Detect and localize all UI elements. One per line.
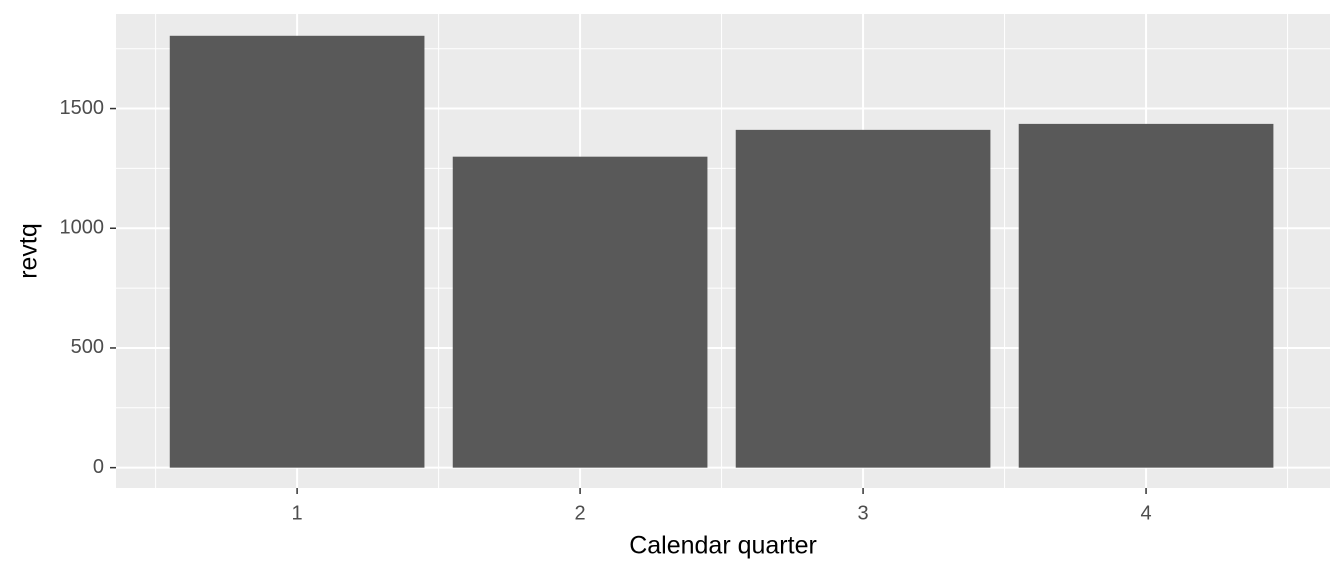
marks (169, 35, 1274, 468)
bar (735, 129, 991, 468)
x-tick-label: 3 (858, 502, 869, 524)
y-tick-label: 1500 (60, 97, 105, 119)
bar (452, 156, 708, 468)
bar (1018, 123, 1274, 468)
x-axis-title: Calendar quarter (629, 532, 817, 560)
x-tick-label: 1 (292, 502, 303, 524)
x-tick-label: 4 (1140, 502, 1151, 524)
y-tick-label: 1000 (60, 217, 105, 239)
y-tick-label: 0 (93, 456, 104, 478)
y-axis-title: revtq (15, 223, 43, 279)
bar (169, 35, 425, 468)
x-tick-label: 2 (575, 502, 586, 524)
y-tick-label: 500 (71, 336, 104, 358)
